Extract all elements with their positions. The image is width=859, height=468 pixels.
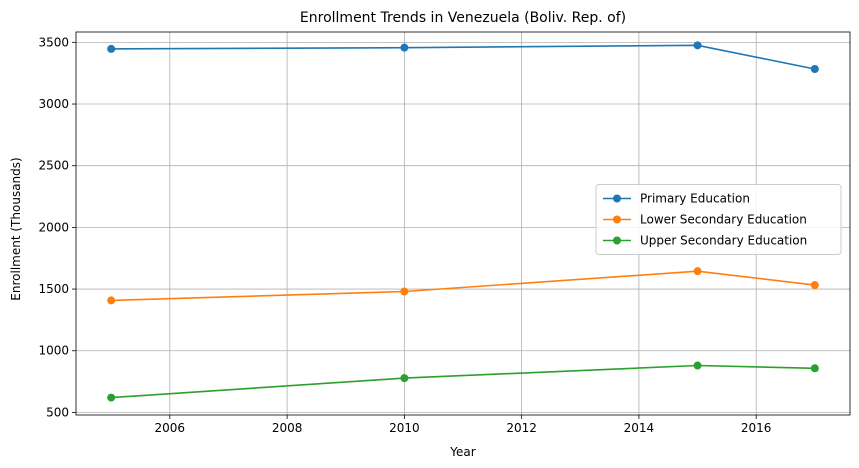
series-line-1 [111,44,815,70]
series-layer [107,41,819,402]
y-tick-label: 2500 [38,159,69,173]
y-tick-label: 3000 [38,97,69,111]
legend-marker [613,194,621,203]
data-point [107,393,116,402]
data-point [400,287,409,296]
data-point [400,43,409,52]
x-tick-label: 2012 [506,421,537,435]
series-line-3 [111,364,815,399]
y-tick-label: 500 [46,405,69,419]
legend-marker [613,215,621,224]
legend-label: Upper Secondary Education [640,234,807,248]
x-tick-label: 2014 [624,421,655,435]
y-tick-label: 1500 [38,282,69,296]
data-point [810,65,819,74]
series-line-2 [111,270,815,302]
x-axis-label: Year [449,445,475,459]
legend-marker [613,236,621,245]
x-tick-label: 2016 [741,421,772,435]
y-tick-label: 3500 [38,35,69,49]
x-tick-label: 2006 [155,421,186,435]
data-point [693,41,702,50]
data-point [693,361,702,370]
chart-title: Enrollment Trends in Venezuela (Boliv. R… [300,10,626,26]
y-axis-label: Enrollment (Thousands) [9,157,23,300]
y-tick-label: 2000 [38,220,69,234]
x-tick-label: 2008 [272,421,303,435]
data-point [810,364,819,373]
ticks: 2006 2008 2010 2012 2014 2016 500 1000 1500 2000 2… [38,35,771,435]
legend-label: Lower Secondary Education [640,213,807,227]
data-point [810,281,819,290]
data-point [107,44,116,53]
legend-box [595,184,842,255]
data-point [107,296,116,305]
plot-frame [75,31,851,416]
x-tick-label: 2010 [389,421,420,435]
legend-label: Primary Education [640,192,750,206]
data-point [693,267,702,276]
legend: Primary Education Lower Secondary Educati… [595,184,842,255]
y-tick-label: 1000 [38,344,69,358]
data-point [400,374,409,383]
